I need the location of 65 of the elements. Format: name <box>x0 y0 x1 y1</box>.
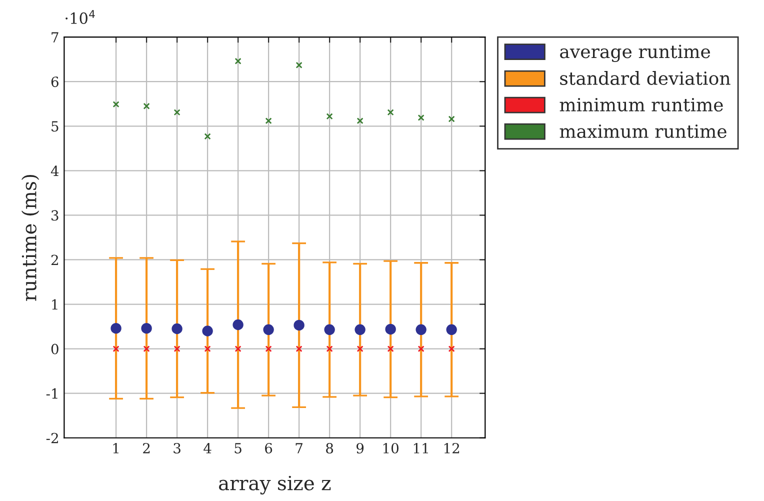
y-tick-label: 4 <box>50 166 59 176</box>
point <box>448 346 455 352</box>
x-tick-label: 10 <box>383 442 398 454</box>
point <box>143 102 150 110</box>
y-tick-label: 1 <box>52 299 58 310</box>
legend-label: minimum runtime <box>560 98 723 112</box>
x-tick-label: 7 <box>296 443 302 454</box>
point <box>204 133 211 140</box>
y-tick-label: 6 <box>51 76 58 88</box>
x-tick-label: 1 <box>113 442 118 454</box>
text: ·10$^{4}$ <box>66 10 95 24</box>
y-tick-label: 0 <box>51 344 58 354</box>
x-tick-label: 4 <box>204 442 212 454</box>
x-tick-label: 12 <box>444 442 460 454</box>
point <box>385 324 396 335</box>
point <box>202 326 213 336</box>
x-axis-title: array size z <box>218 476 331 494</box>
point <box>416 324 426 336</box>
legend-label: standard deviation <box>560 71 730 86</box>
point <box>232 319 244 330</box>
y-tick-label: -1 <box>46 388 58 399</box>
point <box>174 346 180 352</box>
point <box>110 322 122 334</box>
point <box>204 346 211 352</box>
y-tick-label: 5 <box>52 121 58 132</box>
x-tick-label: 2 <box>143 442 150 454</box>
x-tick-label: 5 <box>234 443 242 454</box>
point <box>418 114 424 121</box>
x-tick-label: 9 <box>356 442 364 454</box>
point <box>324 324 335 336</box>
point <box>172 323 182 334</box>
point <box>263 324 274 336</box>
point <box>296 62 302 68</box>
x-tick-label: 11 <box>414 442 428 454</box>
point <box>354 324 366 336</box>
point <box>326 113 333 120</box>
y-tick-label: 2 <box>51 254 58 266</box>
point <box>446 324 457 336</box>
x-tick-label: 3 <box>174 442 180 454</box>
point <box>143 346 150 352</box>
point <box>141 322 152 334</box>
point <box>265 346 272 352</box>
x-tick-label: 8 <box>326 442 334 454</box>
point <box>112 346 120 352</box>
point <box>387 346 394 352</box>
point <box>326 346 333 352</box>
point <box>294 320 304 331</box>
y-axis-title: runtime (ms) <box>21 174 40 301</box>
legend-label: average runtime <box>560 44 710 62</box>
point <box>356 118 364 124</box>
point <box>265 118 272 124</box>
y-tick-label: -2 <box>46 432 58 444</box>
point <box>387 109 394 116</box>
point <box>296 346 302 352</box>
legend-label: maximum runtime <box>560 124 726 138</box>
point <box>234 346 242 352</box>
point <box>448 116 455 122</box>
y-tick-label: 7 <box>52 32 58 42</box>
point <box>112 101 120 108</box>
point <box>234 58 242 64</box>
point <box>174 109 180 116</box>
y-tick-label: 3 <box>52 210 58 221</box>
x-tick-label: 6 <box>265 442 272 454</box>
point <box>418 346 424 352</box>
point <box>356 346 364 352</box>
